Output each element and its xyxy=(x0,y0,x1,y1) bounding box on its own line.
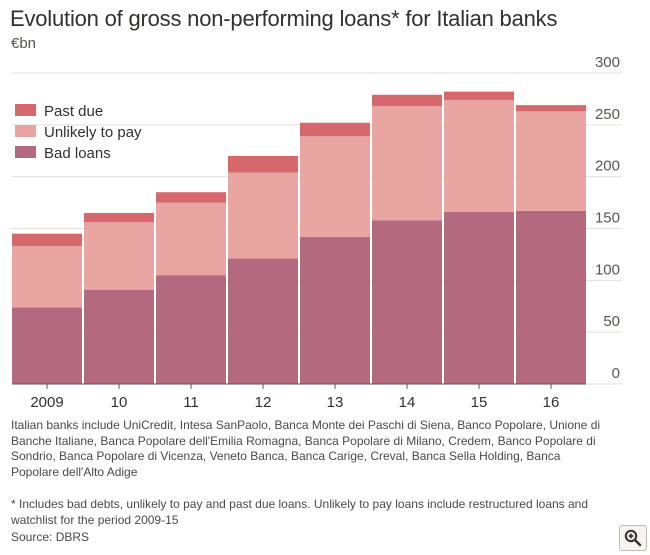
legend-swatch xyxy=(15,104,36,116)
bar-segment xyxy=(228,258,298,384)
footnote-text: * Includes bad debts, unlikely to pay an… xyxy=(11,497,589,527)
x-tick-label: 15 xyxy=(471,394,488,411)
bar-segment xyxy=(372,106,442,221)
bar-segment xyxy=(84,289,154,384)
y-tick-label: 200 xyxy=(595,158,620,175)
tick-labels: 0 50 100 150 200 250 300 2009 10 11 12 13 14 15 16 xyxy=(12,54,620,411)
x-tick-label: 10 xyxy=(111,394,128,411)
y-tick-label: 150 xyxy=(595,210,620,227)
bars xyxy=(12,91,586,384)
stacked-bar-chart: 0 50 100 150 200 250 300 2009 10 11 12 13 14 15 16 Pas… xyxy=(12,54,622,411)
y-tick-label: 100 xyxy=(595,261,620,278)
notes-text: Italian banks include UniCredit, Intesa … xyxy=(11,418,601,479)
bar-segment xyxy=(84,212,154,223)
bar-segment xyxy=(12,246,82,308)
chart-title: Evolution of gross non-performing loans*… xyxy=(10,6,558,31)
bar-segment xyxy=(516,210,586,384)
y-tick-label: 50 xyxy=(603,313,620,330)
bar-segment xyxy=(228,172,298,259)
x-tick-label: 12 xyxy=(255,394,272,411)
bar-segment xyxy=(84,222,154,290)
bar-segment xyxy=(444,99,514,212)
x-tick-label: 11 xyxy=(183,394,199,411)
y-tick-label: 250 xyxy=(595,106,620,123)
bar-segment xyxy=(12,307,82,384)
x-tick-label: 16 xyxy=(543,394,560,411)
bar-segment xyxy=(372,220,442,384)
bar-segment xyxy=(444,211,514,384)
bar-segment xyxy=(156,202,226,276)
bar-segment xyxy=(300,136,370,237)
bar-segment xyxy=(516,111,586,211)
legend-swatch xyxy=(15,125,36,137)
x-tick-label: 13 xyxy=(327,394,344,411)
bar-segment xyxy=(516,105,586,112)
chart-unit: €bn xyxy=(11,35,37,52)
bar-segment xyxy=(156,275,226,384)
bar-segment xyxy=(372,94,442,107)
bar-segment xyxy=(300,236,370,384)
legend-label: Unlikely to pay xyxy=(44,124,142,141)
legend: Past due Unlikely to pay Bad loans xyxy=(15,103,142,162)
bar-segment xyxy=(12,233,82,247)
bar-segment xyxy=(228,155,298,173)
x-tick-label: 2009 xyxy=(30,394,63,411)
y-tick-label: 0 xyxy=(612,365,620,382)
bar-segment xyxy=(444,91,514,100)
y-tick-label: 300 xyxy=(595,54,620,71)
x-tick-label: 14 xyxy=(399,394,416,411)
legend-swatch xyxy=(15,146,36,158)
legend-label: Bad loans xyxy=(44,145,111,162)
bar-segment xyxy=(156,192,226,203)
zoom-in-icon[interactable] xyxy=(619,525,647,551)
legend-label: Past due xyxy=(44,103,103,120)
bar-segment xyxy=(300,122,370,137)
source-text: Source: DBRS xyxy=(11,530,90,544)
